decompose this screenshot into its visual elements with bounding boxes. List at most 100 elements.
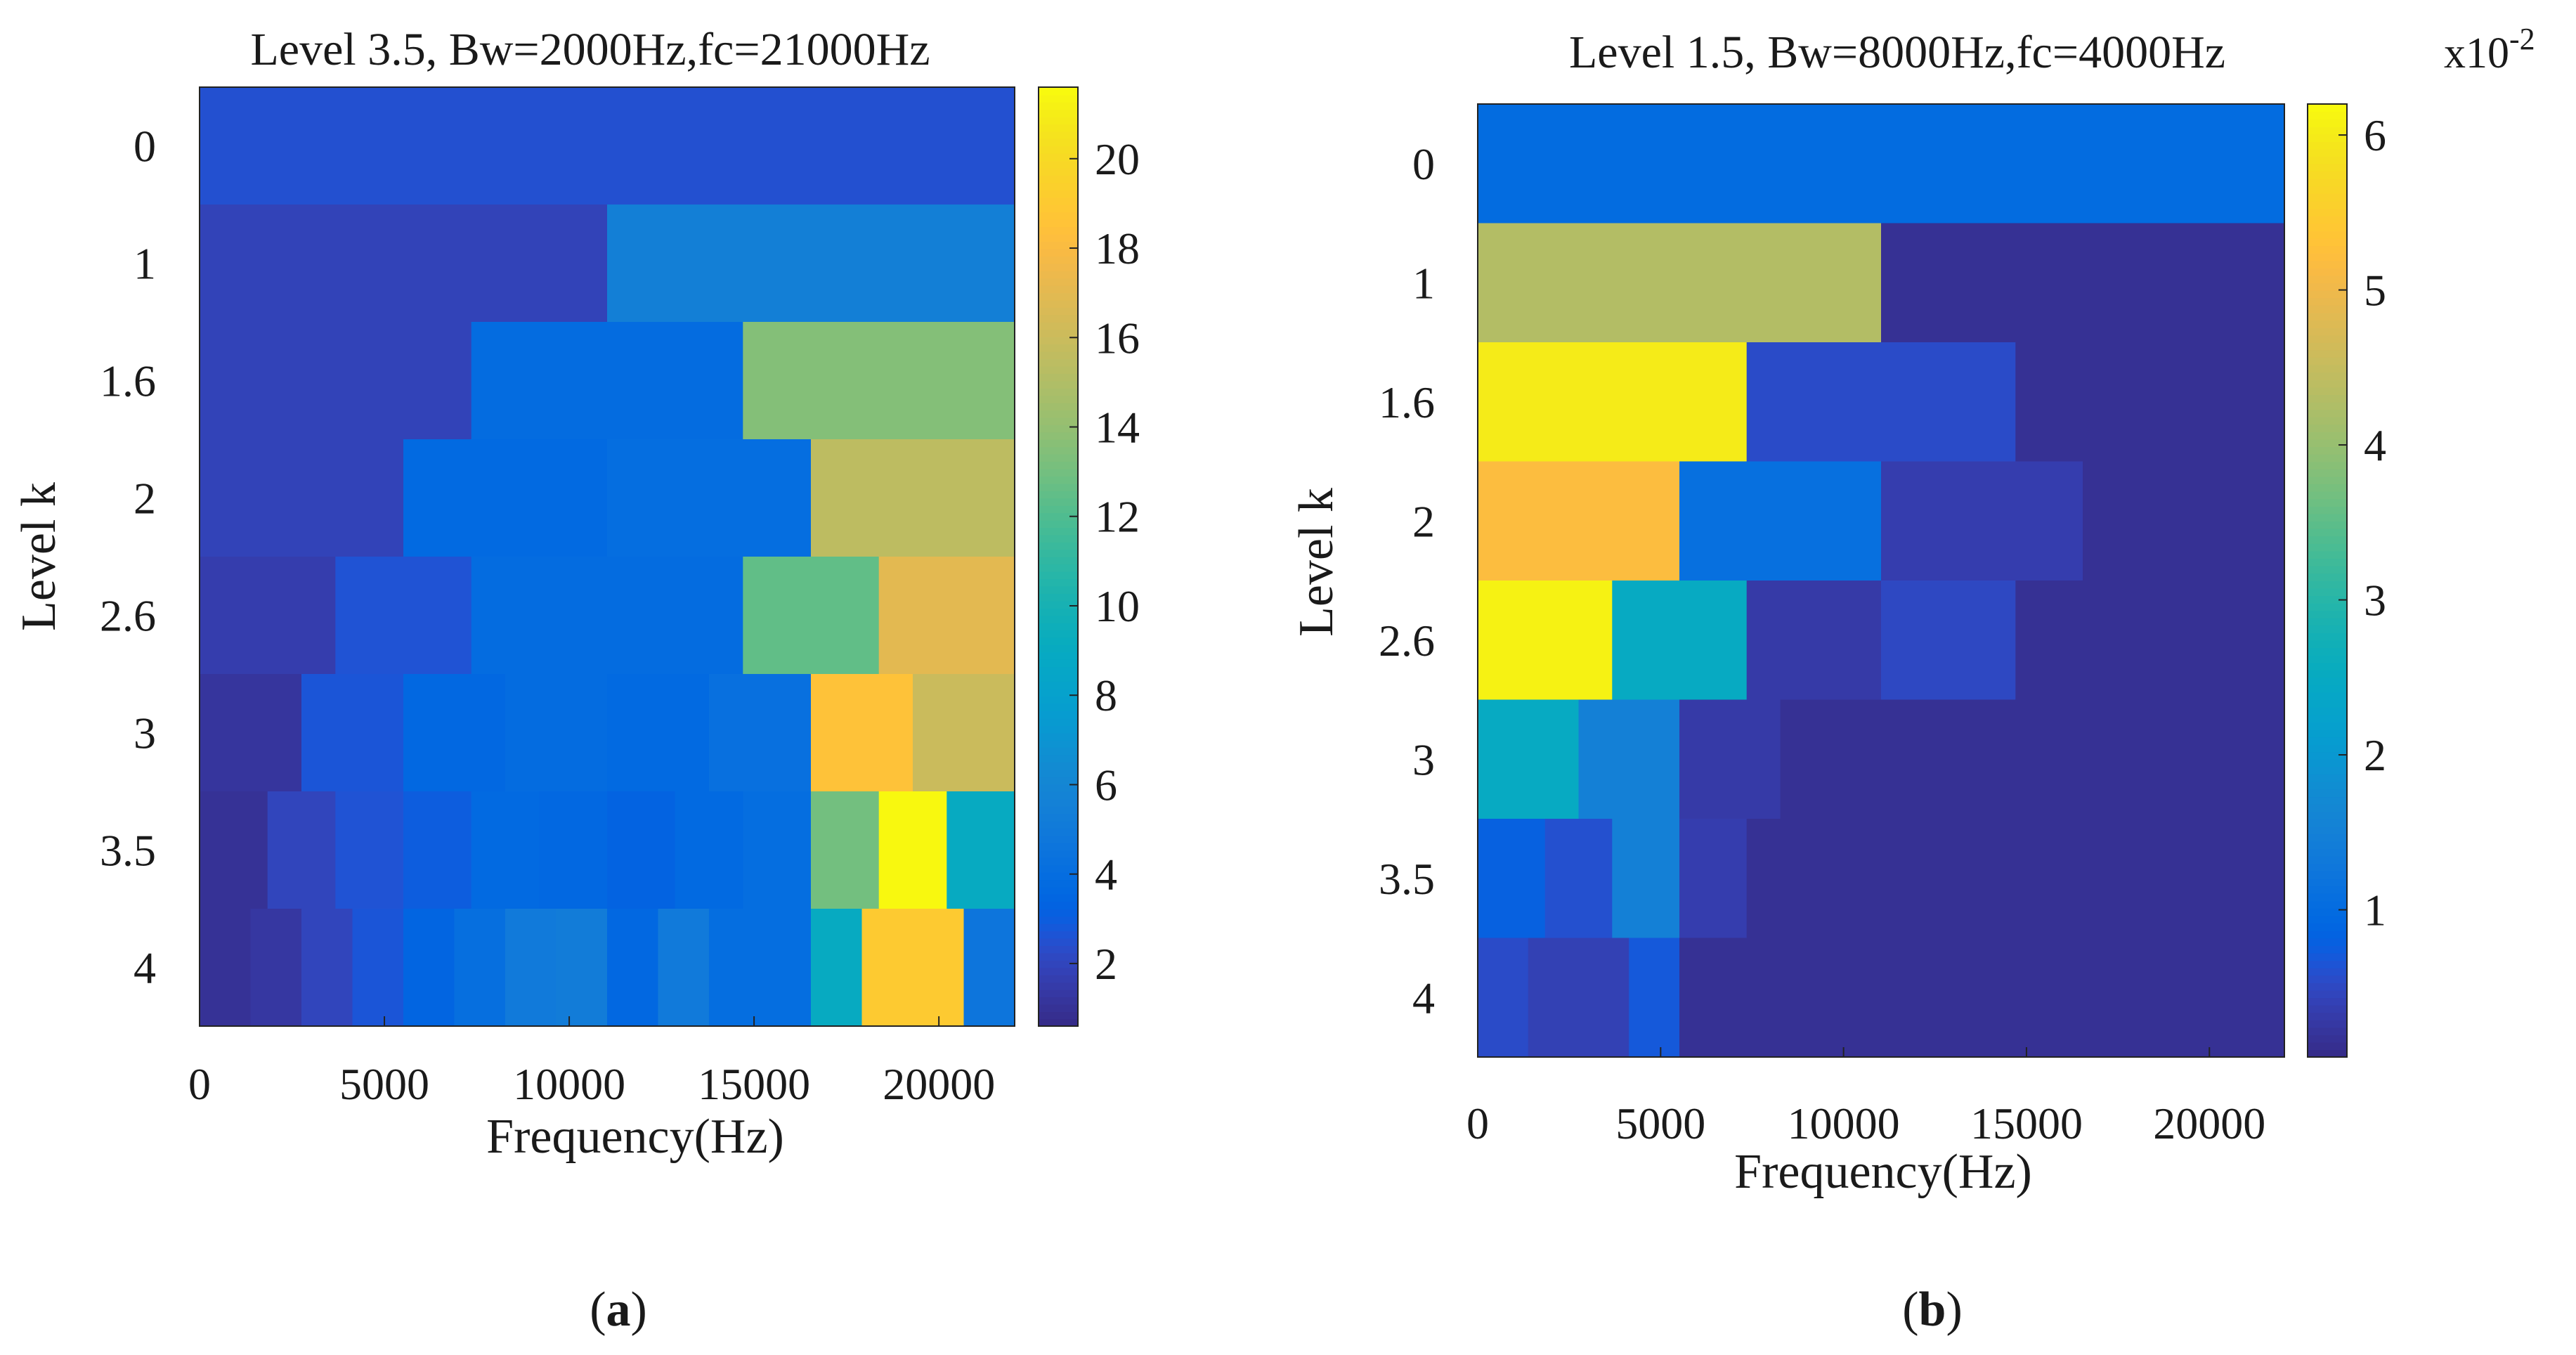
colorbar-segment (1039, 637, 1078, 646)
colorbar-segment (1039, 344, 1078, 352)
colorbar-segment (2308, 819, 2347, 827)
colorbar-segment (2308, 416, 2347, 425)
colorbar-segment (1039, 798, 1078, 807)
colorbar-segment (1039, 358, 1078, 367)
colorbar-segment (1039, 901, 1078, 909)
heatmap-cell-r3-c3 (811, 439, 1015, 557)
colorbar-segment (2308, 640, 2347, 649)
heatmap-cell-r2-c2 (2015, 342, 2285, 462)
colorbar-segment (1039, 674, 1078, 682)
heatmap-cell-r2-c2 (743, 322, 1015, 440)
heatmap-cell-r6-c2 (335, 791, 404, 909)
heatmap-cell-r5-c2 (403, 674, 506, 792)
colorbar-segment (2308, 335, 2347, 343)
colorbar-segment (2308, 617, 2347, 626)
heatmap-cell-r6-c6 (607, 791, 676, 909)
colorbar-segment (2308, 581, 2347, 589)
heatmap-cell-r6-c0 (1478, 819, 1546, 939)
x-tick-label: 20000 (2153, 1098, 2265, 1148)
colorbar-segment (2308, 1035, 2347, 1043)
colorbar-segment (1039, 468, 1078, 476)
heatmap-cell-r5-c3 (1780, 699, 2285, 819)
colorbar-segment (1039, 145, 1078, 154)
colorbar-segment (2308, 1004, 2347, 1013)
colorbar-segment (2308, 863, 2347, 871)
colorbar-segment (1039, 960, 1078, 968)
colorbar-segment (1039, 351, 1078, 359)
colorbar-segment (2308, 915, 2347, 924)
heatmap-cell-r6-c3 (403, 791, 472, 909)
colorbar-segment (2308, 967, 2347, 976)
colorbar-tick-label: 20 (1095, 134, 1140, 184)
colorbar-segment (1039, 820, 1078, 829)
panel-b-title: Level 1.5, Bw=8000Hz,fc=4000Hz (1569, 27, 2225, 78)
panel-a: Level 3.5, Bw=2000Hz,fc=21000Hz 0 1 1.6 2 2.… (12, 24, 1140, 1337)
colorbar-segment (2308, 1012, 2347, 1020)
heatmap-cell-r4-c1 (1612, 581, 1748, 701)
heatmap-cell-r6-c9 (811, 791, 880, 909)
colorbar-segment (1039, 754, 1078, 763)
colorbar-segment (2308, 729, 2347, 738)
panel-b-colorbar-exponent: x10-2 (2444, 22, 2535, 77)
colorbar-segment (2308, 878, 2347, 887)
colorbar-segment (1039, 777, 1078, 785)
heatmap-cell-r1-c0 (200, 205, 608, 323)
colorbar-segment (1039, 894, 1078, 902)
colorbar-segment (1039, 329, 1078, 337)
x-tick-label: 10000 (513, 1059, 625, 1109)
y-tick-label: 0 (134, 122, 156, 171)
panel-a-colorbar-ticks: 2 4 6 8 10 12 14 16 18 20 (1069, 134, 1140, 989)
colorbar-tick-label: 14 (1095, 403, 1140, 453)
colorbar-segment (2308, 223, 2347, 231)
colorbar-segment (1039, 784, 1078, 792)
panel-b-y-tick-labels: 0 1 1.6 2 2.6 3 3.5 4 (1379, 139, 1435, 1023)
colorbar-segment (2308, 707, 2347, 715)
heatmap-cell-r4-c4 (2015, 581, 2285, 701)
heatmap-cell-r3-c0 (1478, 461, 1680, 581)
colorbar-segment (2308, 759, 2347, 767)
colorbar-segment (1039, 549, 1078, 557)
colorbar-segment (1039, 307, 1078, 316)
colorbar-segment (1039, 446, 1078, 455)
colorbar-segment (1039, 828, 1078, 836)
x-tick-label: 5000 (1615, 1098, 1705, 1148)
heatmap-cell-r6-c1 (1544, 819, 1613, 939)
colorbar-segment (2308, 364, 2347, 373)
colorbar-segment (1039, 314, 1078, 323)
heatmap-cell-r2-c0 (200, 322, 472, 440)
colorbar-segment (2308, 245, 2347, 254)
heatmap-cell-r3-c2 (607, 439, 812, 557)
colorbar-segment (2308, 997, 2347, 1006)
colorbar-tick-label: 6 (1095, 760, 1117, 810)
colorbar-segment (2308, 186, 2347, 194)
x-tick-label: 10000 (1788, 1098, 1900, 1148)
colorbar-segment (2308, 387, 2347, 395)
panel-a-colorbar (1038, 86, 1079, 1027)
colorbar-segment (2308, 156, 2347, 164)
colorbar-segment (2308, 476, 2347, 485)
colorbar-segment (2308, 908, 2347, 916)
colorbar-segment (2308, 565, 2347, 574)
colorbar-segment (2308, 855, 2347, 864)
colorbar-segment (2308, 320, 2347, 328)
heatmap-cell-r3-c2 (1881, 461, 2083, 581)
colorbar-segment (2308, 588, 2347, 596)
heatmap-cell-r5-c5 (709, 674, 812, 792)
colorbar-segment (1039, 696, 1078, 704)
heatmap-cell-r5-c1 (1578, 699, 1680, 819)
colorbar-segment (2308, 610, 2347, 618)
colorbar-segment (2308, 550, 2347, 559)
heatmap-cell-r5-c0 (200, 674, 302, 792)
heatmap-cell-r7-c1 (250, 909, 302, 1027)
colorbar-segment (1039, 439, 1078, 448)
heatmap-cell-r5-c0 (1478, 699, 1580, 819)
colorbar-segment (2308, 484, 2347, 492)
colorbar-segment (1039, 212, 1078, 220)
colorbar-segment (2308, 714, 2347, 723)
heatmap-cell-r4-c4 (878, 557, 1015, 675)
heatmap-cell-r7-c13 (861, 909, 965, 1027)
colorbar-tick-label: 8 (1095, 670, 1117, 720)
panel-a-heatmap (200, 87, 1015, 1027)
heatmap-cell-r7-c5 (454, 909, 506, 1027)
heatmap-cell-r5-c2 (1679, 699, 1781, 819)
